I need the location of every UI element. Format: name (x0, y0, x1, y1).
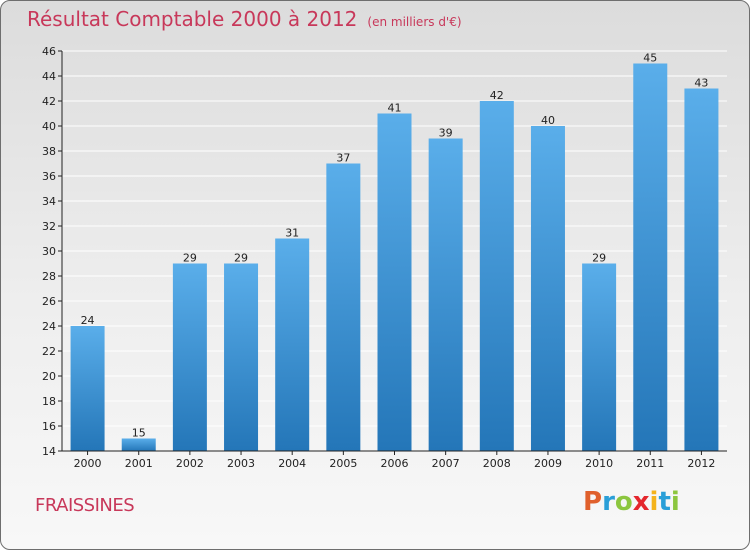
bar-value-label: 24 (81, 314, 95, 327)
bar (326, 163, 361, 451)
y-tick-label: 30 (42, 245, 56, 258)
bar-value-label: 41 (388, 102, 402, 115)
bar-value-label: 15 (132, 427, 146, 440)
bar (684, 88, 719, 451)
y-tick-label: 16 (42, 420, 56, 433)
y-tick-label: 46 (42, 45, 56, 58)
bar-value-label: 42 (490, 89, 504, 102)
y-tick-label: 28 (42, 270, 56, 283)
bar (479, 101, 514, 451)
logo-letter: P (583, 487, 603, 517)
chart-title: Résultat Comptable 2000 à 2012 (27, 7, 358, 31)
bar-value-label: 29 (234, 252, 248, 265)
y-tick-label: 26 (42, 295, 56, 308)
bar-value-label: 40 (541, 114, 555, 127)
logo-letter: x (632, 487, 650, 517)
x-tick-label: 2001 (125, 457, 153, 470)
bar (377, 113, 412, 451)
bar (275, 238, 310, 451)
y-tick-label: 36 (42, 170, 56, 183)
y-tick-label: 44 (42, 70, 56, 83)
x-tick-label: 2012 (687, 457, 715, 470)
bar (530, 126, 565, 451)
bar (224, 263, 259, 451)
y-tick-label: 42 (42, 95, 56, 108)
place-name: FRAISSINES (35, 495, 135, 516)
x-tick-label: 2006 (381, 457, 409, 470)
bar (70, 326, 105, 451)
bar (428, 138, 463, 451)
bar-value-label: 29 (592, 252, 606, 265)
bar-value-label: 39 (439, 127, 453, 140)
y-tick-label: 32 (42, 220, 56, 233)
logo-letter: i (670, 487, 680, 517)
logo-letter: o (614, 487, 633, 517)
bar (582, 263, 617, 451)
y-tick-label: 38 (42, 145, 56, 158)
x-tick-label: 2004 (278, 457, 306, 470)
y-tick-label: 40 (42, 120, 56, 133)
y-tick-label: 20 (42, 370, 56, 383)
x-tick-label: 2011 (636, 457, 664, 470)
bar (172, 263, 207, 451)
chart-title-block: Résultat Comptable 2000 à 2012 (en millie… (27, 7, 462, 31)
bar-value-label: 31 (285, 227, 299, 240)
y-tick-label: 22 (42, 345, 56, 358)
bar-value-label: 45 (643, 52, 657, 65)
bar (633, 63, 668, 451)
bar-value-label: 37 (336, 152, 350, 165)
bar-value-label: 29 (183, 252, 197, 265)
proxiti-logo: Proxiti (583, 487, 680, 517)
x-tick-label: 2002 (176, 457, 204, 470)
logo-letter: r (602, 487, 615, 517)
x-tick-label: 2003 (227, 457, 255, 470)
x-tick-label: 2010 (585, 457, 613, 470)
logo-letter: i (649, 487, 659, 517)
bar-value-label: 43 (694, 77, 708, 90)
x-tick-label: 2000 (74, 457, 102, 470)
x-tick-label: 2009 (534, 457, 562, 470)
y-tick-label: 34 (42, 195, 56, 208)
chart-subtitle: (en milliers d'€) (367, 15, 462, 29)
bar (121, 438, 156, 451)
x-tick-label: 2005 (329, 457, 357, 470)
logo-letter: t (658, 487, 671, 517)
x-tick-label: 2008 (483, 457, 511, 470)
y-tick-label: 24 (42, 320, 56, 333)
y-tick-label: 18 (42, 395, 56, 408)
x-tick-label: 2007 (432, 457, 460, 470)
y-tick-label: 14 (42, 445, 56, 458)
